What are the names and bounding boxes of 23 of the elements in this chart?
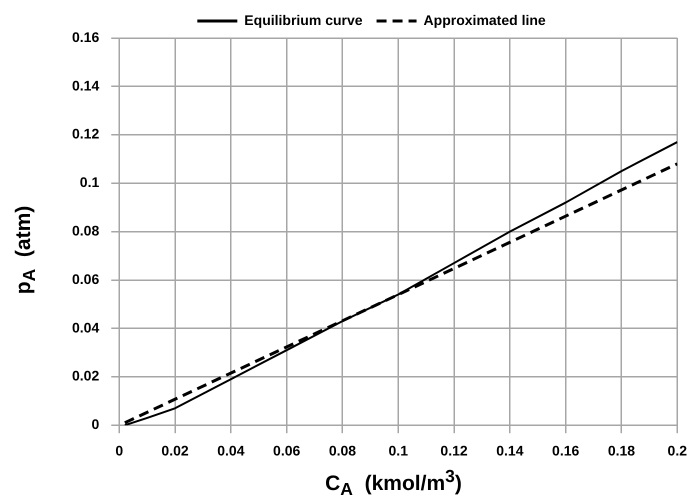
legend-label: Equilibrium curve [244, 12, 363, 28]
legend-label: Approximated line [424, 12, 546, 28]
x-tick-label: 0.1 [388, 442, 408, 458]
x-tick-label: 0.04 [217, 442, 245, 458]
x-tick-label: 0.18 [608, 442, 636, 458]
y-tick-label: 0 [91, 416, 100, 432]
x-tick-label: 0.02 [161, 442, 189, 458]
y-tick-label: 0.14 [72, 77, 100, 94]
y-tick-label: 0.06 [72, 270, 100, 287]
x-tick-label: 0 [115, 442, 124, 458]
x-tick-label: 0.06 [273, 442, 300, 458]
x-tick-label: 0.08 [328, 442, 356, 458]
y-tick-label: 0.04 [72, 319, 100, 336]
y-tick-label: 0.16 [72, 28, 100, 45]
x-tick-label: 0.2 [668, 442, 688, 458]
y-tick-label: 0.1 [80, 174, 100, 190]
y-tick-label: 0.02 [72, 368, 100, 384]
x-tick-label: 0.12 [440, 442, 468, 458]
x-axis-title: C$_{A}$ (kmol/m$^{3}$) [324, 466, 463, 500]
y-tick-label: 0.08 [72, 222, 100, 238]
y-tick-label: 0.12 [72, 126, 100, 142]
x-tick-label: 0.16 [552, 442, 580, 458]
x-tick-label: 0.14 [496, 442, 524, 458]
